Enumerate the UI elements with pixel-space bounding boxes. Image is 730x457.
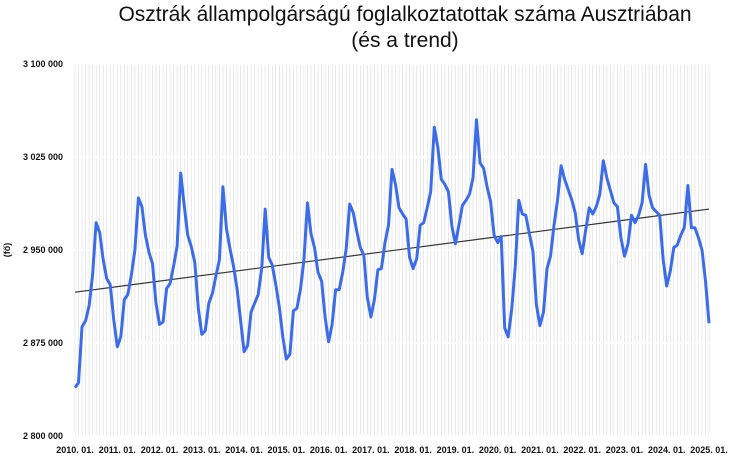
x-tick-label: 2015. 01. (268, 445, 306, 455)
x-tick-label: 2019. 01. (437, 445, 475, 455)
x-tick-label: 2016. 01. (310, 445, 348, 455)
y-tick-label: 3 100 000 (23, 59, 63, 69)
x-axis-ticks: 2010. 01. 2011. 01. 2012. 01. 2013. 01. 2014… (56, 445, 728, 455)
series-line (73, 118, 711, 389)
x-tick-label: 2021. 01. (521, 445, 559, 455)
x-tick-label: 2020. 01. (479, 445, 517, 455)
x-tick-label: 2012. 01. (141, 445, 179, 455)
x-tick-label: 2023. 01. (606, 445, 644, 455)
y-tick-label: 3 025 000 (23, 152, 63, 162)
y-tick-label: 2 875 000 (23, 338, 63, 348)
x-tick-label: 2025. 01. (690, 445, 728, 455)
trend-line (74, 208, 710, 293)
x-tick-label: 2014. 01. (225, 445, 263, 455)
y-axis-ticks: 2 800 000 2 875 000 2 950 000 3 025 000 3 10… (23, 59, 63, 441)
x-tick-label: 2018. 01. (394, 445, 432, 455)
chart-subtitle: (és a trend) (351, 29, 458, 52)
x-tick-label: 2010. 01. (56, 445, 94, 455)
x-tick-label: 2013. 01. (183, 445, 221, 455)
y-tick-label: 2 950 000 (23, 245, 63, 255)
x-tick-label: 2024. 01. (648, 445, 686, 455)
x-tick-label: 2017. 01. (352, 445, 390, 455)
x-tick-label: 2022. 01. (563, 445, 601, 455)
y-tick-label: 2 800 000 (23, 431, 63, 441)
chart-title: Osztrák állampolgárságú foglalkoztatotta… (118, 3, 691, 26)
y-axis-label: (fő) (2, 243, 12, 258)
x-tick-label: 2011. 01. (99, 445, 136, 455)
horizontal-grid-lines (73, 63, 710, 437)
